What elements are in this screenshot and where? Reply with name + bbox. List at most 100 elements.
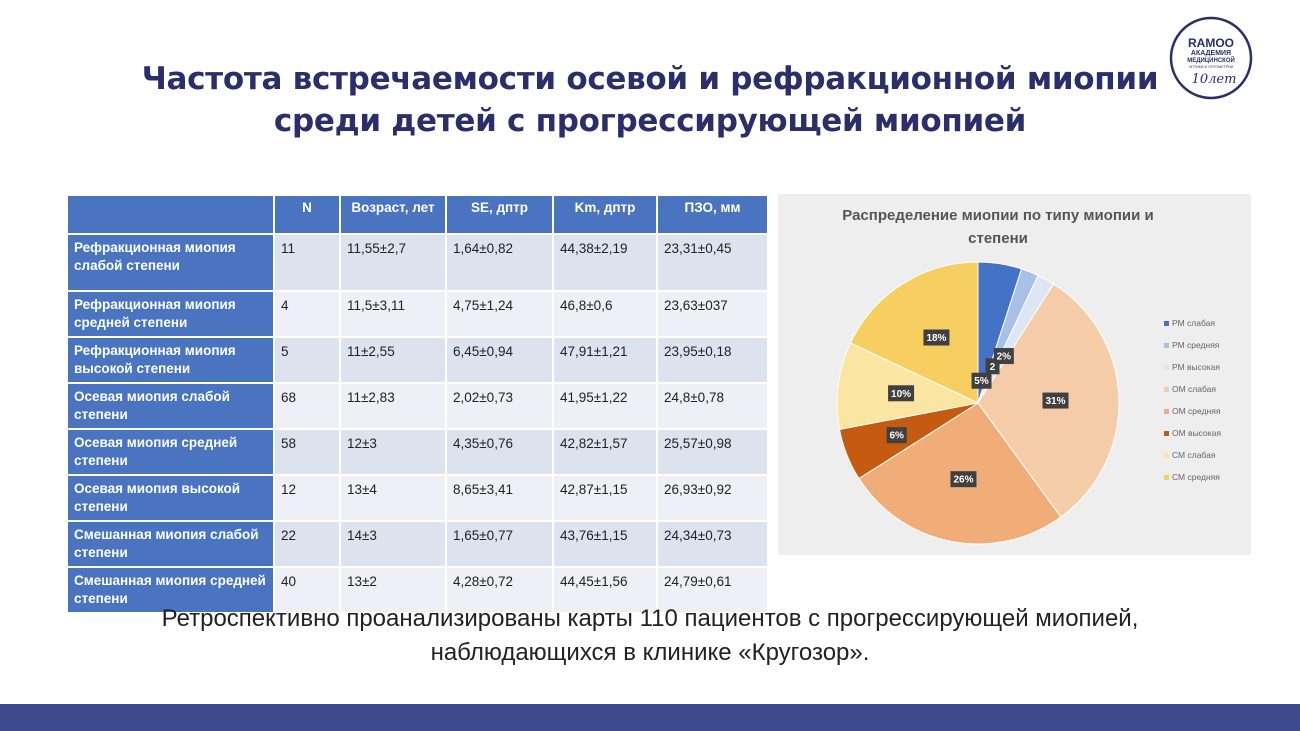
legend-label: ОМ высокая [1172, 428, 1221, 438]
data-label-text: 26% [953, 475, 973, 486]
chart-legend: РМ слабая РМ средняя РМ высокая ОМ слабая ОМ… [1164, 312, 1221, 488]
table-header-cell: SE, дптр [445, 194, 554, 235]
table-cell: 8,65±3,41 [445, 474, 554, 522]
table-cell: 11±2,83 [339, 382, 447, 430]
legend-item: ОМ слабая [1164, 378, 1221, 400]
pie-data-label: 5% [971, 372, 992, 389]
legend-swatch [1164, 364, 1169, 370]
table-row: Рефракционная миопия средней степени 4 1… [66, 290, 769, 338]
table-cell: 24,79±0,61 [656, 566, 769, 614]
table-cell: 4,35±0,76 [445, 428, 554, 476]
chart-title-line-1: Распределение миопии по типу миопии и [842, 207, 1154, 224]
data-label-text: 2% [997, 352, 1012, 363]
table-header-cell: ПЗО, мм [656, 194, 769, 235]
data-label-box [886, 427, 907, 444]
legend-swatch [1164, 386, 1169, 392]
legend-label: РМ слабая [1172, 318, 1215, 328]
row-label: Смешанная миопия слабой степени [66, 520, 275, 568]
chart-title: Распределение миопии по типу миопии и ст… [778, 204, 1218, 250]
legend-swatch [1164, 452, 1169, 458]
pie-data-label: 31% [1042, 392, 1069, 409]
pie-slice [849, 261, 979, 404]
table-cell: 12 [273, 474, 341, 522]
legend-item: ОМ высокая [1164, 422, 1221, 444]
legend-swatch [1164, 430, 1169, 436]
logo-text-optics: ОПТИКИ И ОПТОМЕТРИИ [1189, 65, 1234, 69]
legend-label: ОМ слабая [1172, 384, 1216, 394]
data-label-text: 5% [974, 376, 989, 387]
legend-item: РМ слабая [1164, 312, 1221, 334]
table-cell: 11±2,55 [339, 336, 447, 384]
table-row: Осевая миопия средней степени 58 12±3 4,… [66, 428, 769, 476]
summary-line-1: Ретроспективно проанализированы карты 11… [161, 605, 1139, 632]
table-cell: 23,31±0,45 [656, 233, 769, 292]
legend-swatch [1164, 342, 1169, 348]
table-cell: 13±4 [339, 474, 447, 522]
row-label: Рефракционная миопия высокой степени [66, 336, 275, 384]
table-cell: 2,02±0,73 [445, 382, 554, 430]
chart-title-line-2: степени [968, 230, 1028, 247]
table-header-cell: Возраст, лет [339, 194, 447, 235]
table-cell: 47,91±1,21 [552, 336, 658, 384]
table-cell: 43,76±1,15 [552, 520, 658, 568]
table-cell: 40 [273, 566, 341, 614]
row-label: Осевая миопия высокой степени [66, 474, 275, 522]
logo-text-medical: МЕДИЦИНСКОЙ [1187, 56, 1235, 64]
table-cell: 1,65±0,77 [445, 520, 554, 568]
legend-label: РМ высокая [1172, 362, 1220, 372]
legend-label: ОМ средняя [1172, 406, 1221, 416]
slide-title: Частота встречаемости осевой и рефракцио… [130, 58, 1170, 142]
table-cell: 25,57±0,98 [656, 428, 769, 476]
logo-text-years: 10лет [1192, 72, 1237, 87]
table-cell: 5 [273, 336, 341, 384]
table-cell: 13±2 [339, 566, 447, 614]
table-header-row: N Возраст, лет SE, дптр Km, дптр ПЗО, мм [66, 194, 769, 235]
summary-text: Ретроспективно проанализированы карты 11… [0, 602, 1300, 670]
table-cell: 12±3 [339, 428, 447, 476]
table-cell: 6,45±0,94 [445, 336, 554, 384]
legend-item: СМ слабая [1164, 444, 1221, 466]
table-cell: 4,28±0,72 [445, 566, 554, 614]
table-cell: 44,38±2,19 [552, 233, 658, 292]
table-cell: 22 [273, 520, 341, 568]
table-cell: 23,95±0,18 [656, 336, 769, 384]
table-cell: 11,55±2,7 [339, 233, 447, 292]
pie-chart-panel: Распределение миопии по типу миопии и ст… [778, 194, 1251, 555]
table-row: Осевая миопия высокой степени 12 13±4 8,… [66, 474, 769, 522]
pie-data-label: 10% [888, 385, 915, 402]
logo-text-academy: АКАДЕМИЯ [1191, 50, 1231, 57]
table-cell: 23,63±037 [656, 290, 769, 338]
row-label: Рефракционная миопия средней степени [66, 290, 275, 338]
data-label-box [993, 348, 1014, 365]
myopia-data-table: N Возраст, лет SE, дптр Km, дптр ПЗО, мм… [66, 194, 769, 614]
row-label: Смешанная миопия средней степени [66, 566, 275, 614]
legend-label: СМ средняя [1172, 472, 1220, 482]
table-header-cell [66, 194, 275, 235]
slide-title-line-2: среди детей с прогрессирующей миопией [273, 103, 1027, 139]
table-cell: 14±3 [339, 520, 447, 568]
data-label-box [1042, 392, 1069, 409]
table-row: Рефракционная миопия слабой степени 11 1… [66, 233, 769, 292]
table-row: Осевая миопия слабой степени 68 11±2,83 … [66, 382, 769, 430]
data-label-text: 10% [891, 389, 911, 400]
table-cell: 68 [273, 382, 341, 430]
table-cell: 26,93±0,92 [656, 474, 769, 522]
legend-item: ОМ средняя [1164, 400, 1221, 422]
legend-item: СМ средняя [1164, 466, 1221, 488]
legend-item: РМ высокая [1164, 356, 1221, 378]
footer-bar [0, 704, 1300, 731]
table-cell: 4,75±1,24 [445, 290, 554, 338]
table-cell: 41,95±1,22 [552, 382, 658, 430]
pie-data-label: 6% [886, 427, 907, 444]
table-cell: 24,34±0,73 [656, 520, 769, 568]
table-cell: 42,82±1,57 [552, 428, 658, 476]
data-label-text: 6% [889, 431, 904, 442]
legend-item: РМ средняя [1164, 334, 1221, 356]
table-cell: 46,8±0,6 [552, 290, 658, 338]
legend-label: РМ средняя [1172, 340, 1220, 350]
table-row: Смешанная миопия средней степени 40 13±2… [66, 566, 769, 614]
table-header-cell: Km, дптр [552, 194, 658, 235]
data-label-box [971, 372, 992, 389]
row-label: Рефракционная миопия слабой степени [66, 233, 275, 292]
table-header-cell: N [273, 194, 341, 235]
